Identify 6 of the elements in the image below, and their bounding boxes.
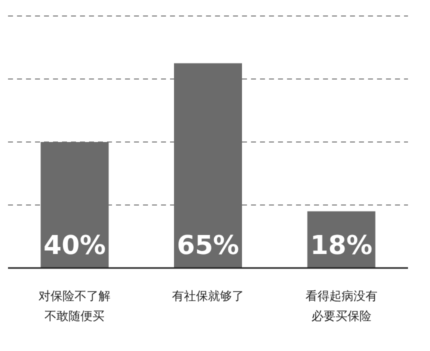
- data-label: 18%: [310, 231, 372, 261]
- x-tick-label: 看得起病没有必要买保险: [305, 289, 378, 323]
- x-tick-label: 有社保就够了: [172, 289, 244, 303]
- data-label: 65%: [176, 231, 240, 261]
- data-label: 40%: [44, 231, 106, 261]
- x-tick-label: 对保险不了解不敢随便买: [38, 289, 111, 323]
